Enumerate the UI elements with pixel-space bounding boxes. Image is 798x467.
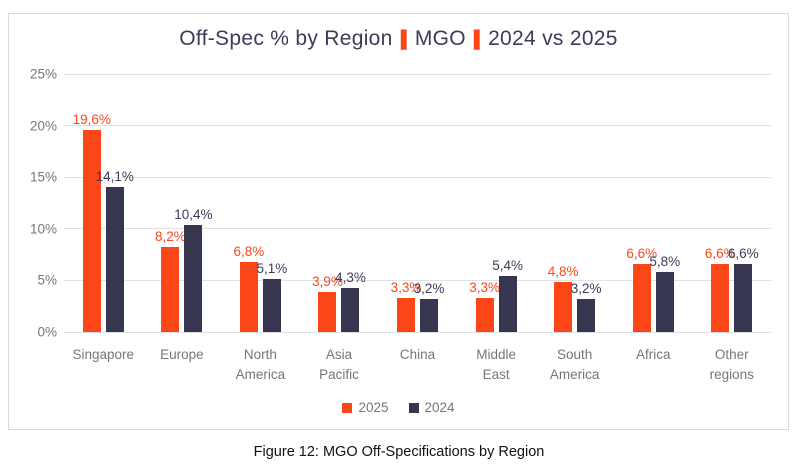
bar-value-label: 3,3% — [390, 279, 422, 295]
bar-value-label: 6,8% — [233, 243, 265, 259]
bar-value-label: 3,2% — [570, 280, 602, 296]
bars-row: 19,6% 14,1% 8,2% 10,4% 6,8% 5,1% 3,9% 4,3% 3,3% 3… — [64, 74, 771, 332]
y-tick-label: 10% — [29, 221, 57, 237]
y-axis-labels: 0% 5% 10% 15% 20% 25% — [9, 67, 57, 340]
category-group-asia-pacific: 3,9% 4,3% — [300, 74, 379, 332]
x-axis-labels: Singapore Europe North America Asia Pacific… — [64, 345, 771, 386]
gridline — [64, 279, 771, 281]
bar-value-label: 10,4% — [174, 206, 213, 222]
gridline — [64, 125, 771, 127]
legend-label-2025: 2025 — [358, 400, 389, 415]
y-tick-label: 20% — [29, 118, 57, 134]
category-label-north-america: North America — [235, 347, 286, 383]
bar-2024-asia-pacific: 4,3% — [335, 270, 366, 332]
category-group-north-america: 6,8% 5,1% — [221, 74, 300, 332]
plot-area: 19,6% 14,1% 8,2% 10,4% 6,8% 5,1% 3,9% 4,3% 3,3% 3… — [64, 73, 771, 333]
bar-value-label: 4,3% — [335, 269, 366, 285]
title-separator-icon: | — [470, 27, 484, 50]
legend-item-2025: 2025 — [342, 400, 389, 415]
bar-2025-south-america: 4,8% — [548, 264, 579, 332]
legend-swatch-2025 — [342, 402, 353, 413]
bar-2024-europe: 10,4% — [174, 207, 212, 332]
bar-2024-singapore: 14,1% — [96, 169, 134, 332]
bar-value-label: 5,1% — [256, 261, 288, 277]
category-label-asia-pacific: Asia Pacific — [319, 347, 359, 383]
chart-title: Off-Spec % by Region | MGO | 2024 vs 2025 — [9, 27, 788, 51]
category-group-other-regions: 6,6% 6,6% — [693, 74, 772, 332]
gridline — [64, 176, 771, 178]
chart-title-part-region: Off-Spec % by Region — [179, 27, 393, 50]
bar-2025-africa: 6,6% — [626, 246, 657, 332]
bar-2024-south-america: 3,2% — [571, 281, 602, 332]
bar-2025-europe: 8,2% — [155, 229, 186, 332]
category-group-africa: 6,6% 5,8% — [614, 74, 693, 332]
bar-2024-north-america: 5,1% — [257, 261, 287, 332]
title-separator-icon: | — [396, 27, 411, 50]
category-group-south-america: 4,8% 3,2% — [535, 74, 614, 332]
gridline — [64, 73, 771, 75]
bar-value-label: 6,6% — [704, 245, 736, 261]
bar-value-label: 5,8% — [649, 254, 681, 270]
chart-card: Off-Spec % by Region | MGO | 2024 vs 2025 0%… — [8, 13, 789, 430]
gridline — [64, 228, 771, 230]
bar-2025-china: 3,3% — [391, 280, 421, 332]
category-group-singapore: 19,6% 14,1% — [64, 74, 143, 332]
bar-2025-middle-east: 3,3% — [469, 280, 500, 332]
legend-label-2024: 2024 — [424, 400, 455, 415]
bar-value-label: 4,8% — [547, 264, 579, 280]
legend: 2025 2024 — [9, 400, 788, 415]
y-tick-label: 0% — [37, 324, 57, 340]
bar-2024-middle-east: 5,4% — [492, 258, 523, 332]
category-group-europe: 8,2% 10,4% — [143, 74, 222, 332]
bar-value-label: 14,1% — [95, 168, 134, 184]
bar-2024-other-regions: 6,6% — [728, 246, 759, 332]
bar-2025-north-america: 6,8% — [234, 244, 264, 332]
bar-2025-asia-pacific: 3,9% — [312, 274, 343, 332]
bar-2024-china: 3,2% — [414, 281, 444, 332]
figure-caption: Figure 12: MGO Off-Specifications by Reg… — [253, 444, 545, 460]
category-label-singapore: Singapore — [72, 347, 135, 362]
bar-value-label: 3,9% — [312, 273, 343, 289]
bar-value-label: 3,3% — [469, 279, 500, 295]
category-label-other-regions: Other regions — [709, 347, 754, 383]
category-group-china: 3,3% 3,2% — [378, 74, 457, 332]
y-tick-label: 25% — [29, 66, 57, 82]
category-label-middle-east: Middle East — [476, 347, 516, 383]
chart-title-part-years: 2024 vs 2025 — [488, 27, 618, 50]
bar-value-label: 6,6% — [626, 245, 658, 261]
y-tick-label: 5% — [37, 272, 57, 288]
bar-2025-other-regions: 6,6% — [705, 246, 736, 332]
bar-value-label: 5,4% — [492, 258, 523, 274]
category-group-middle-east: 3,3% 5,4% — [457, 74, 536, 332]
bar-value-label: 8,2% — [154, 229, 186, 245]
bar-value-label: 19,6% — [72, 111, 111, 127]
gridline — [64, 331, 771, 333]
category-label-africa: Africa — [635, 347, 671, 362]
bar-2025-singapore: 19,6% — [73, 112, 111, 332]
legend-item-2024: 2024 — [408, 400, 455, 415]
category-label-south-america: South America — [549, 347, 600, 383]
chart-title-part-fuel: MGO — [414, 27, 466, 50]
y-tick-label: 15% — [29, 169, 57, 185]
bar-value-label: 6,6% — [727, 245, 759, 261]
bar-2024-africa: 5,8% — [649, 254, 680, 332]
bar-value-label: 3,2% — [413, 280, 445, 296]
legend-swatch-2024 — [408, 402, 419, 413]
category-label-europe: Europe — [160, 347, 204, 362]
category-label-china: China — [399, 347, 436, 362]
